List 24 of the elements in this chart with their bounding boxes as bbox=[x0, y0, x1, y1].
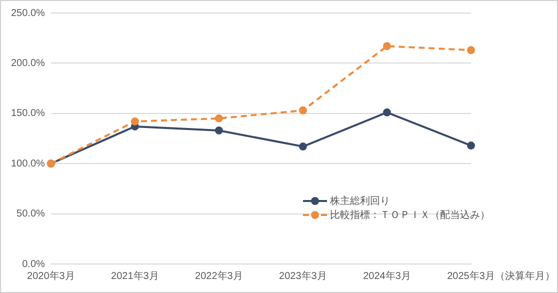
y-tick-label: 250.0% bbox=[10, 8, 46, 19]
point bbox=[214, 114, 223, 122]
legend-label: 株主総利回り bbox=[330, 194, 390, 208]
x-tick-label: 2025年3月 bbox=[447, 270, 495, 282]
point bbox=[298, 106, 307, 114]
y-tick-label: 200.0% bbox=[10, 58, 46, 69]
point bbox=[298, 142, 307, 151]
point bbox=[382, 42, 391, 50]
x-axis-title: （決算年月） bbox=[495, 270, 555, 283]
point bbox=[130, 117, 139, 126]
y-tick-label: 150.0% bbox=[10, 108, 46, 120]
legend-label: 比較指標：ＴＯＰＩＸ（配当込み） bbox=[330, 208, 490, 222]
x-tick-label: 2020年3月 bbox=[27, 270, 75, 282]
x-tick-label: 2024年3月 bbox=[363, 270, 411, 282]
x-tick-label: 2022年3月 bbox=[195, 270, 243, 282]
point bbox=[214, 126, 223, 134]
point bbox=[467, 46, 475, 54]
point bbox=[467, 142, 475, 150]
point bbox=[382, 108, 391, 116]
y-tick-label: 0.0% bbox=[22, 258, 46, 270]
y-tick-label: 100.0% bbox=[10, 158, 46, 170]
y-tick-label: 50.0% bbox=[16, 208, 46, 220]
x-tick-label: 2023年3月 bbox=[279, 270, 327, 282]
x-tick-label: 2021年3月 bbox=[111, 270, 159, 282]
